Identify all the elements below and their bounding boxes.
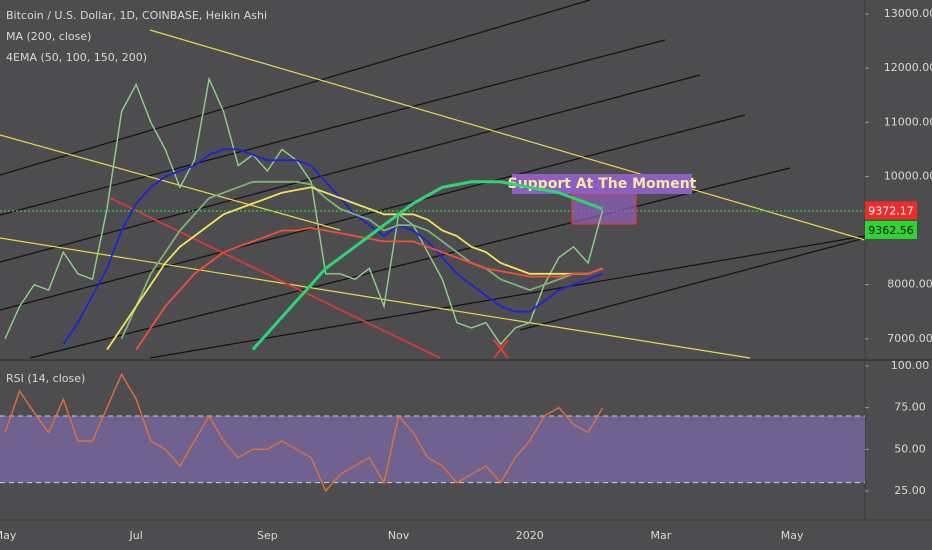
drawings <box>0 0 866 359</box>
last-price-label: 9372.17 <box>868 204 914 217</box>
pitchfork-line <box>0 0 591 176</box>
x-tick-label: May <box>0 529 17 542</box>
x-tick-label: Sep <box>257 529 278 542</box>
pitchfork-line <box>0 114 746 311</box>
highlight-box <box>571 193 637 225</box>
y-tick-label: 7000.00 <box>887 332 932 345</box>
channel-line <box>149 29 866 241</box>
y-tick-label: 75.00 <box>894 401 926 414</box>
indicator-label: MA (200, close) <box>6 30 91 43</box>
x-tick-label: Nov <box>388 529 410 542</box>
pitchfork-line <box>29 167 791 359</box>
y-tick-label: 100.00 <box>891 359 930 372</box>
series-line <box>4 372 604 493</box>
y-tick-label: 12000.00 <box>884 61 932 74</box>
pitchfork-line <box>149 235 866 359</box>
pitchfork-line <box>0 74 701 263</box>
channel-line <box>0 237 751 359</box>
x-tick-label: Mar <box>651 529 672 542</box>
series-line <box>120 180 603 340</box>
x-tick-label: 2020 <box>516 529 544 542</box>
rsi-title: RSI (14, close) <box>6 372 85 385</box>
channel-line <box>0 134 341 231</box>
indicator-label: 4EMA (50, 100, 150, 200) <box>6 51 147 64</box>
annotation-box <box>512 174 692 194</box>
y-tick-label: 11000.00 <box>884 115 932 128</box>
y-tick-label: 25.00 <box>894 484 926 497</box>
ma-value-box <box>865 220 917 239</box>
pitchfork-line <box>519 237 866 331</box>
series-line <box>62 148 603 345</box>
series-line <box>4 76 604 346</box>
y-tick-label: 50.00 <box>894 442 926 455</box>
median-line <box>109 197 441 359</box>
y-tick-label: 8000.00 <box>887 278 932 291</box>
ma-value-label: 9362.56 <box>868 224 914 237</box>
series-line <box>135 226 603 351</box>
y-tick-label: 13000.00 <box>884 7 932 20</box>
last-price-box <box>865 201 917 220</box>
chart-title: Bitcoin / U.S. Dollar, 1D, COINBASE, Hei… <box>6 9 267 22</box>
rsi-band <box>0 416 865 483</box>
annotation: Support At The Moment <box>508 176 697 192</box>
x-tick-label: May <box>781 529 804 542</box>
series-line <box>251 180 604 351</box>
x-marker <box>493 339 509 359</box>
series-line <box>106 186 603 351</box>
x-tick-label: Jul <box>129 529 143 542</box>
y-tick-label: 10000.00 <box>884 169 932 182</box>
